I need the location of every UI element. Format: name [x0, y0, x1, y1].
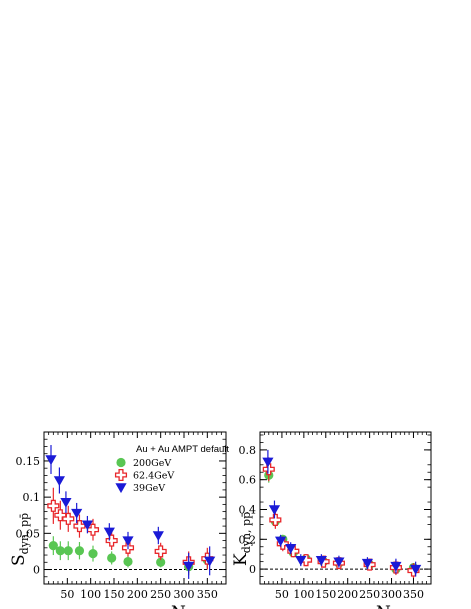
data-point	[47, 499, 60, 512]
data-point	[361, 558, 374, 569]
data-point	[123, 556, 133, 567]
y-tick-label: 0.2	[239, 533, 257, 546]
data-point	[204, 556, 216, 567]
x-tick-label: 50	[60, 588, 74, 601]
data-point	[262, 457, 274, 468]
data-point	[63, 546, 73, 556]
legend-marker	[116, 457, 126, 468]
data-point	[269, 513, 282, 526]
data-point	[45, 455, 57, 466]
x-tick-label: 150	[104, 588, 125, 601]
data-point	[275, 536, 287, 547]
data-point	[81, 520, 93, 531]
data-point	[107, 553, 117, 563]
data-point	[183, 561, 195, 572]
x-tick-label: 100	[80, 588, 101, 601]
data-point	[285, 544, 297, 554]
data-point	[268, 505, 281, 516]
x-tick-label: 350	[403, 588, 424, 601]
data-point	[152, 531, 164, 542]
data-point	[276, 537, 289, 550]
y-axis-label: Sdyn, pp̄	[9, 513, 31, 566]
data-point	[156, 557, 166, 567]
x-axis-label: Npart	[171, 603, 210, 609]
data-point	[105, 534, 118, 547]
legend-title: Au + Au AMPT default	[136, 444, 229, 455]
data-point	[48, 541, 58, 551]
y-tick-label: 0.4	[239, 503, 257, 516]
y-tick-label: 0.1	[23, 491, 41, 504]
y-axis-label: Kdyn, pp̄	[231, 512, 253, 566]
x-tick-label: 350	[197, 588, 218, 601]
x-tick-label: 300	[174, 588, 195, 601]
y-tick-label: 0.15	[16, 455, 41, 468]
data-point	[71, 508, 83, 519]
plot-frame	[43, 431, 227, 585]
data-point	[74, 546, 85, 556]
data-point	[53, 476, 65, 487]
x-tick-label: 200	[127, 588, 148, 601]
y-tick-label: 0	[249, 563, 256, 576]
data-point	[390, 561, 402, 572]
series-39GeV	[45, 445, 216, 579]
x-tick-label: 250	[359, 588, 380, 601]
data-point	[88, 549, 98, 559]
x-tick-label: 150	[315, 588, 336, 601]
x-tick-label: 100	[293, 588, 314, 601]
legend-entry: 200GeV	[133, 458, 171, 469]
y-tick-label: 0.05	[16, 527, 41, 540]
y-tick-label: 0	[33, 564, 40, 577]
data-point	[333, 557, 345, 568]
data-point	[55, 546, 65, 556]
data-point	[60, 498, 72, 508]
y-tick-label: 0.6	[239, 474, 257, 487]
x-axis-label: Npart	[376, 603, 415, 609]
data-point	[154, 545, 167, 558]
legend-entry: 62.4GeV	[133, 471, 174, 482]
data-point	[315, 555, 327, 566]
x-tick-label: 300	[381, 588, 402, 601]
series-39GeV	[262, 449, 422, 577]
data-point	[295, 555, 307, 566]
legend-marker	[114, 468, 128, 482]
legend-entry: 39GeV	[133, 483, 165, 494]
legend-marker	[115, 483, 127, 494]
data-point	[262, 463, 275, 476]
data-point	[410, 564, 422, 575]
data-point	[287, 545, 300, 558]
data-point	[122, 536, 134, 547]
x-tick-label: 250	[150, 588, 171, 601]
x-tick-label: 50	[275, 588, 289, 601]
data-point	[103, 527, 115, 538]
plot-frame	[259, 431, 432, 585]
x-tick-label: 200	[337, 588, 358, 601]
y-tick-label: 0.8	[239, 444, 257, 457]
data-point	[73, 520, 86, 533]
data-point	[62, 512, 75, 525]
